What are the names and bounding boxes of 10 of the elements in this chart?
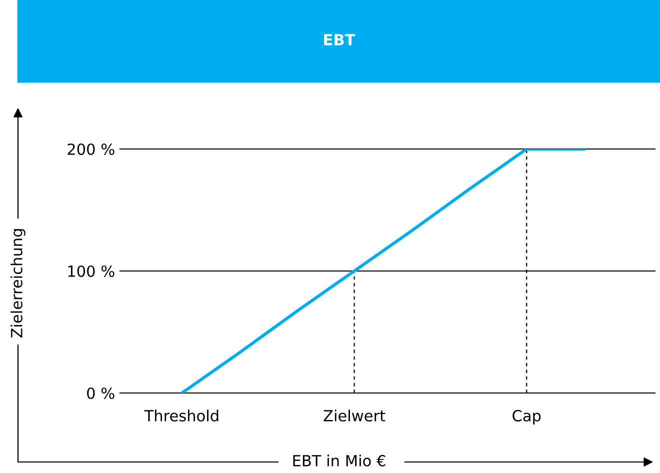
chart-title: EBT (324, 34, 356, 46)
x-tick-label: Cap (512, 410, 541, 424)
y-tick-label: 100 % (68, 265, 114, 278)
y-axis-title: Zielerreichung (10, 229, 26, 338)
x-tick-label: Threshold (144, 410, 218, 422)
x-axis-title: EBT in Mio € (293, 454, 386, 466)
x-tick-label: Zielwert (324, 410, 386, 422)
y-tick-label: 0 % (87, 387, 114, 400)
line-series (180, 149, 586, 393)
y-tick-label: 200 % (68, 143, 114, 156)
